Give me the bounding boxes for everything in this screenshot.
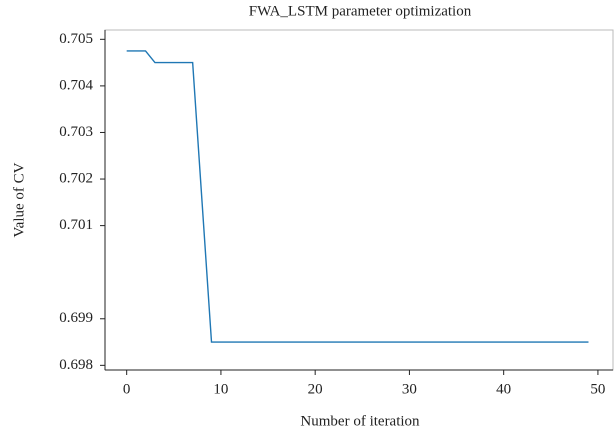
y-axis-label: Value of CV	[11, 162, 27, 237]
plot-frame	[104, 29, 614, 371]
y-tick-label: 0.702	[59, 170, 93, 186]
y-tick-label: 0.699	[59, 310, 93, 326]
y-tick-label: 0.703	[59, 124, 93, 140]
chart-title: FWA_LSTM parameter optimization	[249, 3, 472, 19]
x-tick-label: 40	[496, 381, 511, 397]
x-tick-label: 30	[402, 381, 417, 397]
y-tick-label: 0.704	[59, 77, 93, 93]
x-axis-label: Number of iteration	[300, 413, 420, 429]
x-tick-label: 0	[123, 381, 131, 397]
line-series	[126, 50, 589, 343]
x-tick-label: 10	[213, 381, 228, 397]
y-tick-label: 0.705	[59, 31, 93, 47]
y-tick-label: 0.701	[59, 217, 93, 233]
x-tick-label: 50	[590, 381, 605, 397]
y-tick-label: 0.698	[59, 357, 93, 373]
x-tick-label: 20	[308, 381, 323, 397]
